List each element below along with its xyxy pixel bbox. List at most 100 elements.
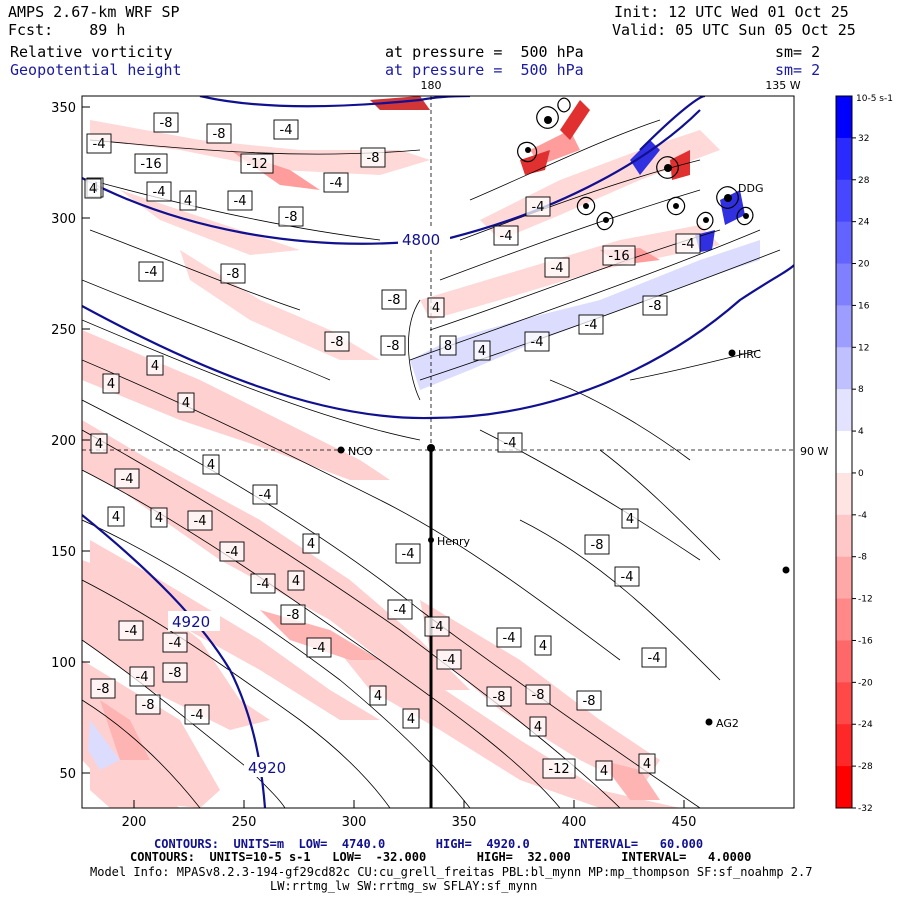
vorticity-label-box: [153, 112, 179, 133]
vorticity-label-box: [542, 758, 576, 779]
valid-time: Valid: 05 UTC Sun 05 Oct 25: [612, 21, 856, 39]
colorbar-label: 28: [858, 176, 870, 186]
vorticity-label: -8: [367, 151, 380, 166]
stations: NCO Henry HRC AG2 DDG: [337, 182, 790, 730]
vorticity-label-box: [473, 340, 491, 361]
vorticity-label: -4: [136, 670, 149, 685]
vorticity-label-box: [114, 468, 140, 489]
vorticity-label: 8: [444, 339, 452, 354]
vorticity-label: -4: [234, 194, 247, 209]
field2-smoothing: sm= 2: [775, 61, 821, 79]
vorticity-label: 4: [307, 537, 315, 552]
colorbar-label: 32: [858, 134, 869, 144]
colorbar-label: 8: [858, 385, 864, 395]
vorticity-label-box: [146, 355, 164, 376]
field1-smoothing: sm= 2: [775, 43, 821, 61]
vorticity-label-box: [496, 627, 522, 648]
vorticity-label-box: [402, 708, 420, 729]
vorticity-label-box: [90, 433, 108, 454]
station-label: AG2: [716, 717, 739, 730]
vorticity-label: -4: [585, 318, 598, 333]
vorticity-label: -8: [213, 127, 226, 142]
vorticity-label-box: [273, 119, 299, 140]
vorticity-label: -4: [532, 200, 545, 215]
height-labels: 4800 4920 4920: [168, 229, 450, 777]
vorticity-label-box: [86, 133, 112, 154]
colorbar-swatch: [836, 96, 852, 139]
vorticity-label-box: [424, 616, 450, 637]
colorbar-swatch: [836, 221, 852, 265]
height-label: 4920: [248, 759, 286, 777]
colorbar-swatch: [836, 179, 852, 223]
colorbar-swatch: [836, 682, 852, 725]
vorticity-contour-info: CONTOURS: UNITS=10-5 s-1 LOW= -32.000 HI…: [130, 850, 752, 864]
vorticity-label: 4: [107, 377, 115, 392]
vorticity-label-box: [252, 484, 278, 505]
vorticity-label-box: [84, 178, 102, 199]
vorticity-label-box: [107, 506, 125, 527]
vorticity-label: 4: [151, 359, 159, 374]
colorbar-swatch: [836, 514, 852, 558]
vorticity-label-box: [439, 335, 457, 356]
colorbar-swatch: [836, 305, 852, 348]
vorticity-label: -4: [121, 472, 134, 487]
vorticity-label-box: [184, 704, 210, 725]
field1-name: Relative vorticity: [10, 43, 173, 61]
vorticity-label: -8: [591, 538, 604, 553]
vorticity-label: -8: [97, 682, 110, 697]
vorticity-label: -4: [531, 335, 544, 350]
vorticity-label: -4: [93, 137, 106, 152]
x-axis-labels: 200 250 300 350 400 450: [122, 815, 697, 830]
vorticity-label-box: [219, 541, 245, 562]
x-tick: 300: [342, 815, 367, 830]
vorticity-label-box: [150, 507, 168, 528]
vorticity-label: -4: [648, 651, 661, 666]
vorticity-label: -4: [503, 631, 516, 646]
colorbar-swatch: [836, 347, 852, 390]
vorticity-label-box: [134, 153, 168, 174]
vorticity-label-box: [395, 543, 421, 564]
colorbar-unit: 10-5 s-1: [856, 94, 893, 104]
station-label: Henry: [437, 535, 471, 548]
vorticity-label: -4: [191, 708, 204, 723]
vorticity-label: -4: [257, 577, 270, 592]
vorticity-label-box: [240, 153, 274, 174]
vorticity-label-box: [576, 690, 602, 711]
colorbar-swatch: [836, 137, 852, 181]
station-hrc-marker: [728, 349, 736, 357]
colorbar-label: 16: [858, 301, 870, 311]
vorticity-label: 4: [534, 720, 542, 735]
vorticity-label-box: [493, 225, 519, 246]
vorticity-label: -4: [682, 237, 695, 252]
vorticity-label-box: [595, 760, 613, 781]
vorticity-label: -8: [388, 293, 401, 308]
vorticity-label: 4: [95, 437, 103, 452]
y-tick: 100: [51, 656, 76, 671]
vorticity-label-box: [638, 753, 656, 774]
colorbar-swatch: [836, 640, 852, 683]
station-edge-marker: [782, 566, 790, 574]
station-label: NCO: [348, 445, 373, 458]
vorticity-label: -8: [160, 116, 173, 131]
vorticity-label-box: [642, 295, 668, 316]
model-info: Model Info: MPASv8.2.3-194-gf29cd82c CU:…: [90, 865, 813, 879]
height-contour-info: CONTOURS: UNITS=m LOW= 4740.0 HIGH= 4920…: [154, 837, 704, 851]
vorticity-label: -8: [169, 666, 182, 681]
vorticity-label-box: [324, 331, 350, 352]
colorbar-label: -20: [858, 678, 873, 688]
vorticity-label-box: [578, 314, 604, 335]
vorticity-label-box: [162, 632, 188, 653]
lon-label-180: 180: [421, 79, 442, 92]
colorbar-swatch: [836, 556, 852, 600]
vorticity-label-box: [129, 666, 155, 687]
vorticity-label: -4: [551, 261, 564, 276]
colorbar-label: 4: [858, 427, 864, 437]
vorticity-label: -8: [532, 688, 545, 703]
x-tick: 250: [232, 815, 257, 830]
vorticity-label-box: [90, 678, 116, 699]
vorticity-label: 4: [89, 182, 97, 197]
vorticity-label: 4: [155, 511, 163, 526]
vorticity-label: 4: [374, 689, 382, 704]
colorbar-label: -32: [858, 804, 873, 814]
station-nco-marker: [337, 446, 345, 454]
